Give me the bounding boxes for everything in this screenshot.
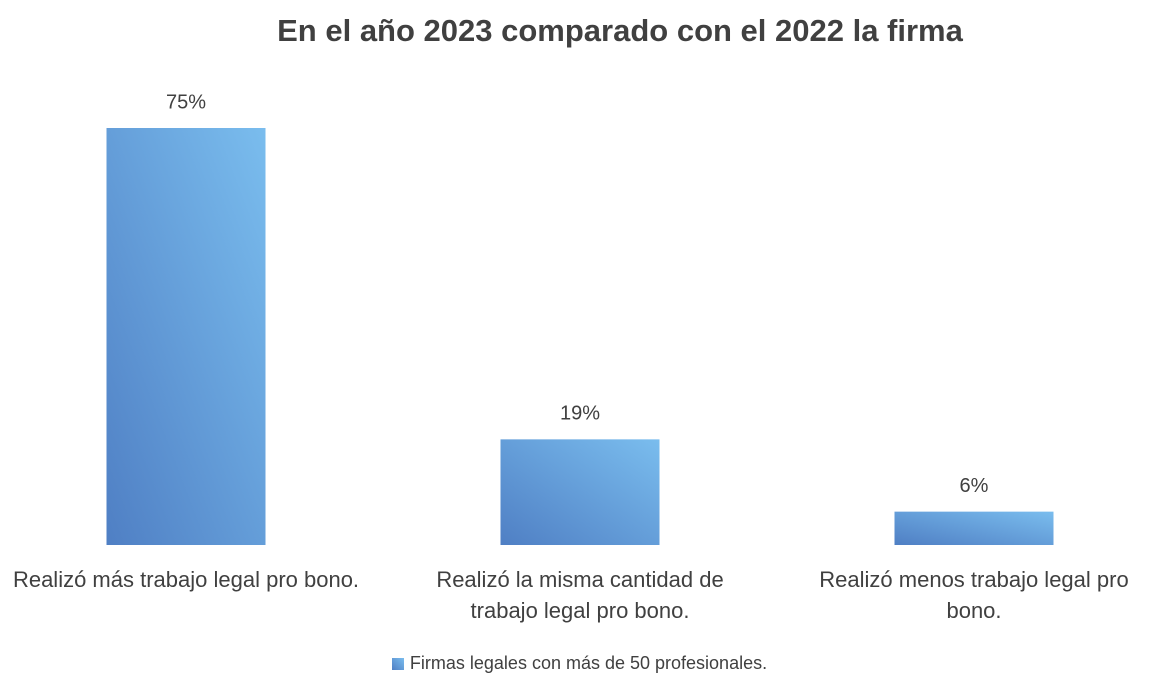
data-label: 6% — [960, 475, 989, 497]
data-label: 75% — [166, 91, 206, 113]
chart-title: En el año 2023 comparado con el 2022 la … — [277, 13, 963, 48]
legend-swatch — [391, 658, 404, 670]
x-tick-label: Realizó más trabajo legal pro bono. — [12, 567, 360, 592]
bar — [500, 439, 660, 545]
legend-label: Firmas legales con más de 50 profesional… — [409, 653, 768, 673]
x-tick-label: Realizó la misma cantidad de trabajo leg… — [436, 567, 724, 623]
data-label: 19% — [560, 403, 600, 425]
legend: Firmas legales con más de 50 profesional… — [0, 653, 1159, 674]
x-tick-label: Realizó menos trabajo legal pro bono. — [819, 567, 1129, 623]
bar — [106, 128, 266, 545]
bar — [894, 511, 1054, 545]
